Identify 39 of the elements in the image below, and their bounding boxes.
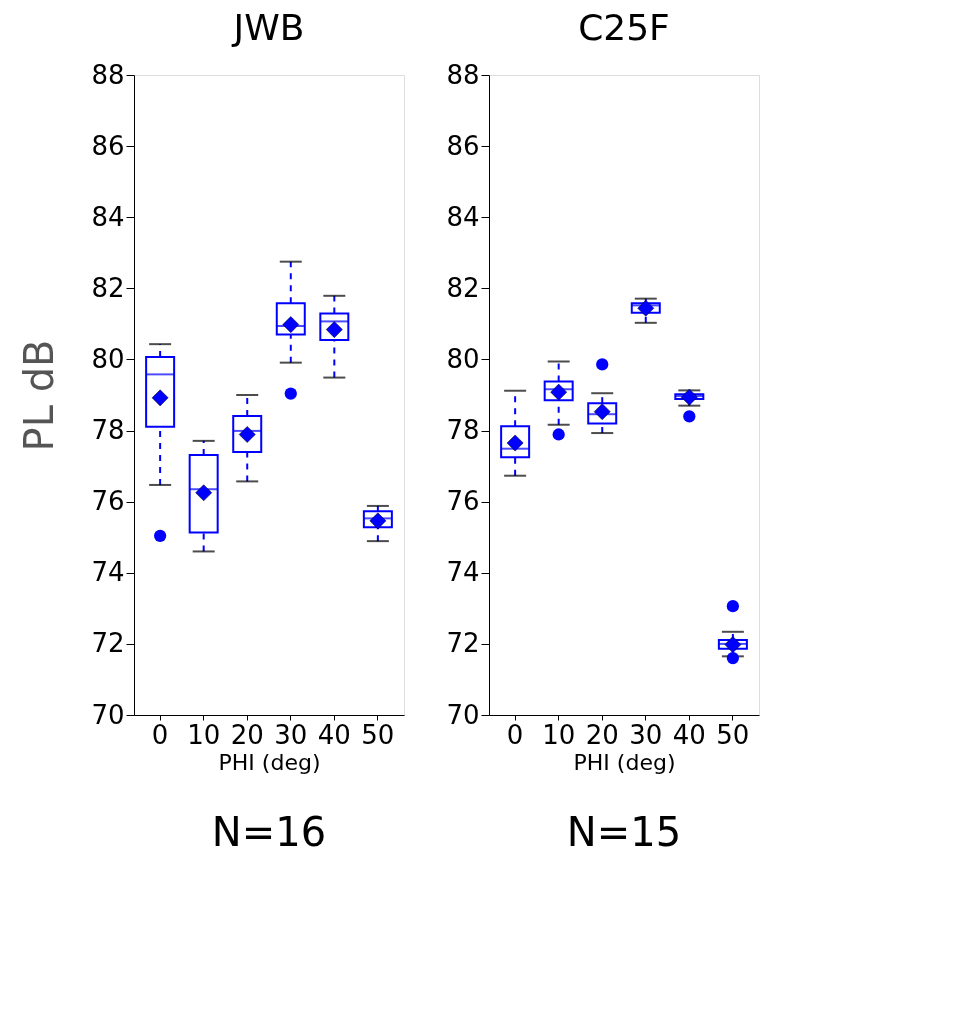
y-tick-label: 74	[446, 557, 480, 588]
x-tick-label: 0	[151, 719, 169, 750]
y-tick-label: 78	[91, 415, 125, 446]
y-tick-label: 88	[446, 59, 480, 90]
y-tick-label: 84	[91, 201, 125, 232]
x-tick-label: 10	[187, 719, 221, 750]
x-tick-label: 20	[230, 719, 264, 750]
x-tick-label: 10	[542, 719, 576, 750]
x-axis-title: PHI (deg)	[573, 749, 676, 775]
y-tick-label: 86	[446, 130, 480, 161]
y-tick-label: 86	[91, 130, 125, 161]
y-tick-label: 80	[91, 343, 125, 374]
x-tick-label: 50	[716, 719, 750, 750]
y-tick-label: 70	[91, 699, 125, 730]
x-tick-label: 30	[274, 719, 308, 750]
y-tick-label: 72	[446, 628, 480, 659]
x-tick-label: 50	[361, 719, 395, 750]
x-tick-label: 0	[506, 719, 524, 750]
y-tick-label: 80	[446, 343, 480, 374]
y-tick-label: 88	[91, 59, 125, 90]
y-axis-title: PL dB	[16, 339, 63, 452]
y-tick-label: 70	[446, 699, 480, 730]
x-tick-label: 40	[672, 719, 706, 750]
text: N=15	[566, 809, 682, 855]
text: N=16	[211, 809, 327, 855]
y-tick-label: 82	[91, 272, 125, 303]
y-tick-label: 78	[446, 415, 480, 446]
x-tick-label: 30	[629, 719, 663, 750]
x-tick-label: 40	[317, 719, 351, 750]
y-tick-label: 76	[446, 486, 480, 517]
x-axis-title: PHI (deg)	[218, 749, 321, 775]
y-tick-label: 72	[91, 628, 125, 659]
chart-title: C25F	[578, 7, 670, 48]
y-tick-label: 84	[446, 201, 480, 232]
x-tick-label: 20	[585, 719, 619, 750]
y-tick-label: 76	[91, 486, 125, 517]
y-tick-label: 74	[91, 557, 125, 588]
y-tick-label: 82	[446, 272, 480, 303]
chart-title: JWB	[231, 7, 305, 48]
